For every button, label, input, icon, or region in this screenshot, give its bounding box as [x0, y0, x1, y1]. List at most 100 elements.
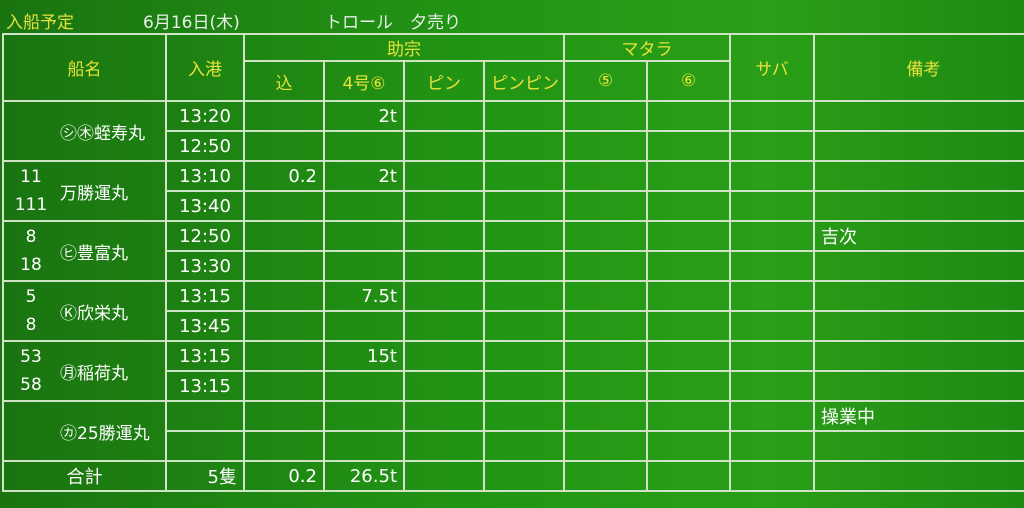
- pinpin-value: [483, 400, 565, 432]
- m5-value: [563, 220, 648, 252]
- m5-value: [563, 430, 648, 462]
- total-m6: [646, 460, 731, 492]
- m6-value: [646, 250, 731, 282]
- m5-value: [563, 370, 648, 402]
- header-komi: 込: [243, 60, 325, 102]
- pinpin-value: [483, 310, 565, 342]
- ship-name: ㋕25勝運丸: [60, 423, 150, 444]
- table-row: 13:30: [3, 250, 1024, 282]
- lot-numbers: [10, 407, 52, 455]
- m5-value: [563, 280, 648, 312]
- ship-cell: ㋕25勝運丸: [2, 400, 167, 462]
- m6-value: [646, 370, 731, 402]
- pin-value: [403, 250, 485, 282]
- komi-value: [243, 250, 325, 282]
- saba-value: [729, 190, 815, 222]
- komi-value: [243, 190, 325, 222]
- header-arrival: 入港: [165, 33, 245, 102]
- total-remarks: [813, 460, 1024, 492]
- komi-value: [243, 370, 325, 402]
- lot-number: 8: [25, 227, 37, 247]
- arrival-time: 13:15: [165, 340, 245, 372]
- header-no4: 4号⑥: [323, 60, 405, 102]
- total-m5: [563, 460, 648, 492]
- arrival-time: 13:40: [165, 190, 245, 222]
- m6-value: [646, 280, 731, 312]
- no4-value: 15t: [323, 340, 405, 372]
- saba-value: [729, 100, 815, 132]
- pin-value: [403, 280, 485, 312]
- no4-value: 7.5t: [323, 280, 405, 312]
- lot-number: 5: [25, 287, 37, 307]
- pin-value: [403, 310, 485, 342]
- ship-name: ㊊稲荷丸: [60, 363, 128, 384]
- table-row: [3, 430, 1024, 462]
- saba-value: [729, 280, 815, 312]
- lot-number: 18: [20, 255, 42, 275]
- pinpin-value: [483, 280, 565, 312]
- lot-number: 111: [14, 195, 48, 215]
- board-date: 6月16日(木): [143, 13, 240, 33]
- m6-value: [646, 130, 731, 162]
- saba-value: [729, 220, 815, 252]
- no4-value: 2t: [323, 160, 405, 192]
- ship-cell: 11 111 万勝運丸: [2, 160, 167, 222]
- arrival-time: [165, 430, 245, 462]
- table-row: 13:45: [3, 310, 1024, 342]
- ship-cell: 5 8 Ⓚ欣栄丸: [2, 280, 167, 342]
- komi-value: [243, 100, 325, 132]
- m6-value: [646, 100, 731, 132]
- saba-value: [729, 130, 815, 162]
- pin-value: [403, 340, 485, 372]
- table-row: ㋛㊍蛭寿丸 13:20 2t: [2, 100, 1024, 162]
- header-ship: 船名: [2, 33, 167, 102]
- no4-value: [323, 220, 405, 252]
- board-kind: トロール 夕売り: [325, 13, 461, 33]
- arrival-time: 13:45: [165, 310, 245, 342]
- saba-value: [729, 370, 815, 402]
- header-sukesou: 助宗: [243, 33, 565, 62]
- komi-value: [243, 130, 325, 162]
- table-row: 12:50: [3, 130, 1024, 162]
- pinpin-value: [483, 340, 565, 372]
- pinpin-value: [483, 100, 565, 132]
- pinpin-value: [483, 160, 565, 192]
- pin-value: [403, 220, 485, 252]
- arrival-time: 12:50: [165, 220, 245, 252]
- ship-name: Ⓚ欣栄丸: [60, 303, 128, 324]
- remarks-value: [813, 190, 1024, 222]
- remarks-value: [813, 430, 1024, 462]
- ship-cell: 53 58 ㊊稲荷丸: [2, 340, 167, 402]
- pinpin-value: [483, 220, 565, 252]
- m5-value: [563, 400, 648, 432]
- ship-cell: ㋛㊍蛭寿丸: [2, 100, 167, 162]
- table-row: 53 58 ㊊稲荷丸 13:15 15t: [2, 340, 1024, 402]
- remarks-value: [813, 250, 1024, 282]
- pin-value: [403, 190, 485, 222]
- remarks-value: [813, 130, 1024, 162]
- ship-name: ㋪豊富丸: [60, 243, 128, 264]
- remarks-value: [813, 280, 1024, 312]
- total-komi: 0.2: [243, 460, 325, 492]
- no4-value: [323, 430, 405, 462]
- pinpin-value: [483, 430, 565, 462]
- lot-numbers: 8 18: [10, 227, 52, 275]
- m6-value: [646, 310, 731, 342]
- no4-value: [323, 400, 405, 432]
- komi-value: [243, 400, 325, 432]
- lot-number: [10, 435, 52, 455]
- remarks-value: [813, 160, 1024, 192]
- m6-value: [646, 190, 731, 222]
- lot-number: [10, 107, 52, 127]
- ship-info: ㋛㊍蛭寿丸: [10, 103, 159, 159]
- pin-value: [403, 400, 485, 432]
- pin-value: [403, 100, 485, 132]
- total-label: 合計: [2, 460, 167, 492]
- arrival-time: 13:10: [165, 160, 245, 192]
- lot-numbers: 53 58: [10, 347, 52, 395]
- komi-value: [243, 280, 325, 312]
- pinpin-value: [483, 370, 565, 402]
- ship-name: 万勝運丸: [60, 183, 128, 204]
- total-no4: 26.5t: [323, 460, 405, 492]
- lot-numbers: [10, 107, 52, 155]
